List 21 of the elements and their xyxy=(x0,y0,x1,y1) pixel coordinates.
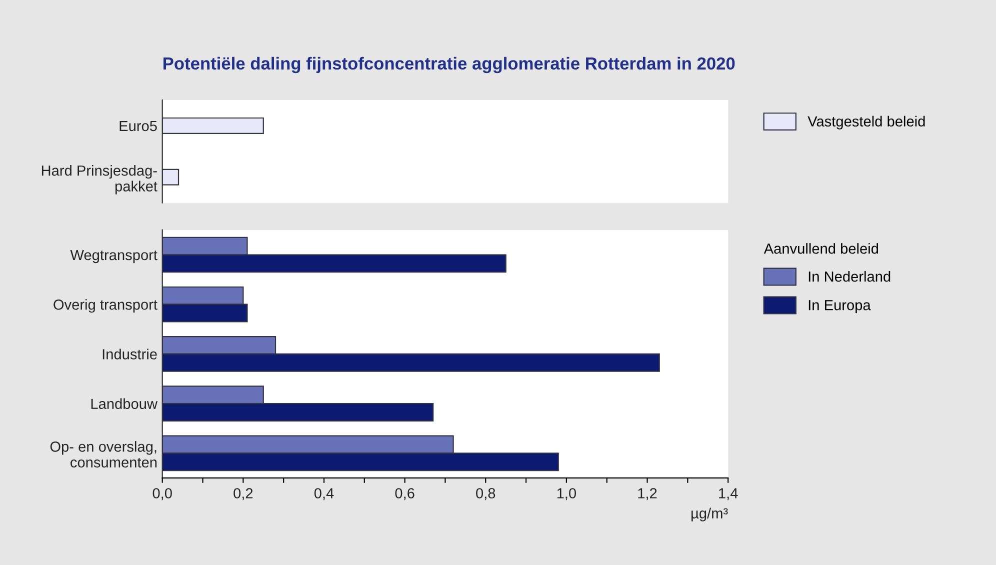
x-tick-label: 0,0 xyxy=(152,488,172,500)
x-tick-label: 0,6 xyxy=(395,488,414,500)
y-tick-label: Overig transport xyxy=(54,299,158,313)
x-tick-label: 1,0 xyxy=(557,488,576,500)
x-tick-label: 0,8 xyxy=(476,488,496,500)
x-tick-label: 0,2 xyxy=(234,488,253,500)
y-tick-label: Landbouw xyxy=(91,398,158,410)
y-tick-label: Industrie xyxy=(102,348,157,360)
legend-label: Vastgesteld beleid xyxy=(808,116,925,130)
y-tick-label: Euro5 xyxy=(120,120,157,132)
chart-title: Potentiële daling fijnstofconcentratie agglomeratie Rotterdam in 2020 xyxy=(164,56,735,74)
legend-title: Aanvullend beleid xyxy=(764,243,878,254)
x-tick-label: 1,2 xyxy=(638,488,657,500)
y-tick-label: Wegtransport xyxy=(70,250,158,264)
y-tick-label: Hard Prinsjesdag- pakket xyxy=(42,165,158,194)
legend-label: In Europa xyxy=(808,300,871,314)
x-tick-label: 1,4 xyxy=(719,488,738,500)
x-tick-label: 0,4 xyxy=(314,488,334,500)
y-tick-label: Op- en overslag, consumenten xyxy=(50,441,157,468)
x-axis-title: µg/m³ xyxy=(692,508,728,522)
legend-label: In Nederland xyxy=(808,271,890,282)
